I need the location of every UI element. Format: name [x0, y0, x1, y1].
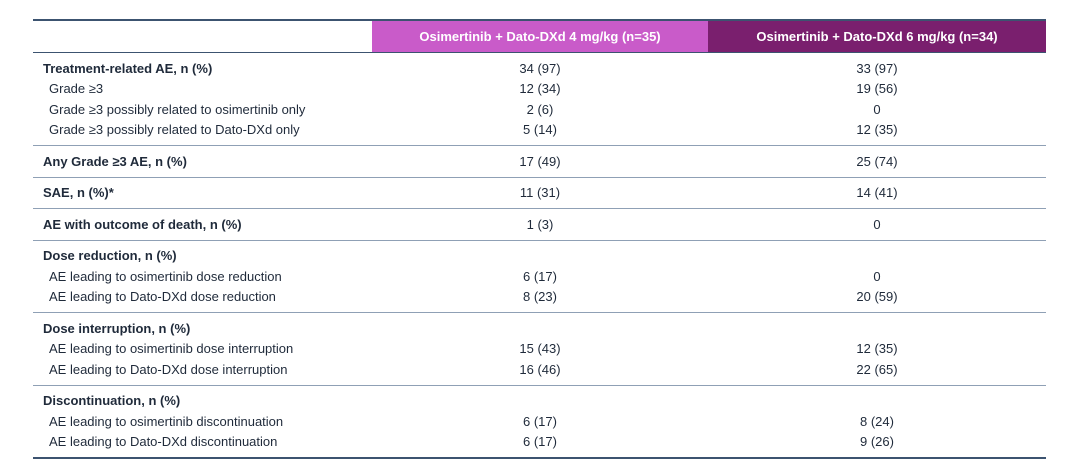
- row-group: Dose interruption, n (%) AE leading to os…: [33, 313, 1046, 386]
- column-header: Osimertinib + Dato-DXd 4 mg/kg (n=35): [372, 21, 708, 52]
- cell-value: 12 (35): [856, 341, 898, 357]
- cell-value: 20 (59): [856, 289, 898, 305]
- cell-value: 2 (6): [526, 101, 554, 117]
- table-row: AE leading to osimertinib dose interrupt…: [33, 339, 1046, 360]
- cell-value: 6 (17): [523, 413, 557, 429]
- cell-value: 16 (46): [519, 361, 561, 377]
- cell-value: 22 (65): [856, 361, 898, 377]
- table-row: AE leading to osimertinib dose reduction…: [33, 266, 1046, 287]
- cell-value: 0: [873, 101, 881, 117]
- row-label: Any Grade ≥3 AE, n (%): [43, 153, 187, 169]
- table-row: Grade ≥3 12 (34) 19 (56): [33, 79, 1046, 100]
- row-label: Grade ≥3 possibly related to Dato-DXd on…: [49, 122, 300, 138]
- cell-value: 14 (41): [856, 185, 898, 201]
- cell-value: 6 (17): [523, 434, 557, 450]
- table-row: Dose interruption, n (%): [33, 318, 1046, 339]
- row-label: AE leading to osimertinib dose interrupt…: [49, 341, 294, 357]
- row-label: Dose interruption, n (%): [43, 320, 191, 336]
- row-label: AE leading to osimertinib dose reduction: [49, 268, 282, 284]
- cell-value: 12 (34): [519, 81, 561, 97]
- table-row: AE leading to Dato-DXd discontinuation 6 …: [33, 432, 1046, 453]
- header-blank: [33, 21, 372, 52]
- table-row: AE leading to Dato-DXd dose interruption…: [33, 359, 1046, 380]
- row-label: AE leading to Dato-DXd dose reduction: [49, 289, 276, 305]
- cell-value: 12 (35): [856, 122, 898, 138]
- table-row: Treatment-related AE, n (%) 34 (97) 33 (97…: [33, 58, 1046, 79]
- table-row: Grade ≥3 possibly related to Dato-DXd on…: [33, 120, 1046, 141]
- cell-value: 33 (97): [856, 60, 898, 76]
- row-group: AE with outcome of death, n (%) 1 (3) 0: [33, 209, 1046, 241]
- cell-value: 5 (14): [523, 122, 557, 138]
- row-group: SAE, n (%)* 11 (31) 14 (41): [33, 178, 1046, 209]
- table: Osimertinib + Dato-DXd 4 mg/kg (n=35) Os…: [33, 19, 1046, 459]
- cell-value: 11 (31): [519, 185, 561, 201]
- row-label: AE with outcome of death, n (%): [43, 216, 242, 232]
- table-row: Dose reduction, n (%): [33, 246, 1046, 267]
- row-label: AE leading to osimertinib discontinuatio…: [49, 413, 284, 429]
- cell-value: 19 (56): [856, 81, 898, 97]
- table-row: Any Grade ≥3 AE, n (%) 17 (49) 25 (74): [33, 151, 1046, 172]
- cell-value: 17 (49): [519, 153, 561, 169]
- column-header: Osimertinib + Dato-DXd 6 mg/kg (n=34): [708, 21, 1046, 52]
- cell-value: 8 (24): [860, 413, 894, 429]
- row-label: SAE, n (%)*: [43, 185, 114, 201]
- cell-value: 0: [873, 268, 881, 284]
- header-row: Osimertinib + Dato-DXd 4 mg/kg (n=35) Os…: [33, 21, 1046, 53]
- table-row: Discontinuation, n (%): [33, 391, 1046, 412]
- table-row: AE with outcome of death, n (%) 1 (3) 0: [33, 214, 1046, 235]
- row-label: AE leading to Dato-DXd discontinuation: [49, 434, 278, 450]
- cell-value: 1 (3): [526, 216, 554, 232]
- row-label: Grade ≥3: [49, 81, 104, 97]
- row-group: Dose reduction, n (%) AE leading to osime…: [33, 241, 1046, 313]
- cell-value: 8 (23): [523, 289, 557, 305]
- table-row: AE leading to Dato-DXd dose reduction 8 (…: [33, 287, 1046, 308]
- row-group: Any Grade ≥3 AE, n (%) 17 (49) 25 (74): [33, 146, 1046, 178]
- table-row: SAE, n (%)* 11 (31) 14 (41): [33, 183, 1046, 204]
- cell-value: 15 (43): [519, 341, 561, 357]
- cell-value: 6 (17): [523, 268, 557, 284]
- row-label: AE leading to Dato-DXd dose interruption: [49, 361, 288, 377]
- table-row: AE leading to osimertinib discontinuatio…: [33, 411, 1046, 432]
- cell-value: 34 (97): [519, 60, 561, 76]
- table-row: Grade ≥3 possibly related to osimertinib…: [33, 99, 1046, 120]
- row-label: Discontinuation, n (%): [43, 393, 181, 409]
- cell-value: 25 (74): [856, 153, 898, 169]
- row-group: Discontinuation, n (%) AE leading to osim…: [33, 386, 1046, 459]
- cell-value: 0: [873, 216, 881, 232]
- row-label: Treatment-related AE, n (%): [43, 60, 213, 76]
- row-label: Dose reduction, n (%): [43, 248, 177, 264]
- cell-value: 9 (26): [860, 434, 894, 450]
- row-label: Grade ≥3 possibly related to osimertinib…: [49, 101, 306, 117]
- row-group: Treatment-related AE, n (%) 34 (97) 33 (97…: [33, 53, 1046, 146]
